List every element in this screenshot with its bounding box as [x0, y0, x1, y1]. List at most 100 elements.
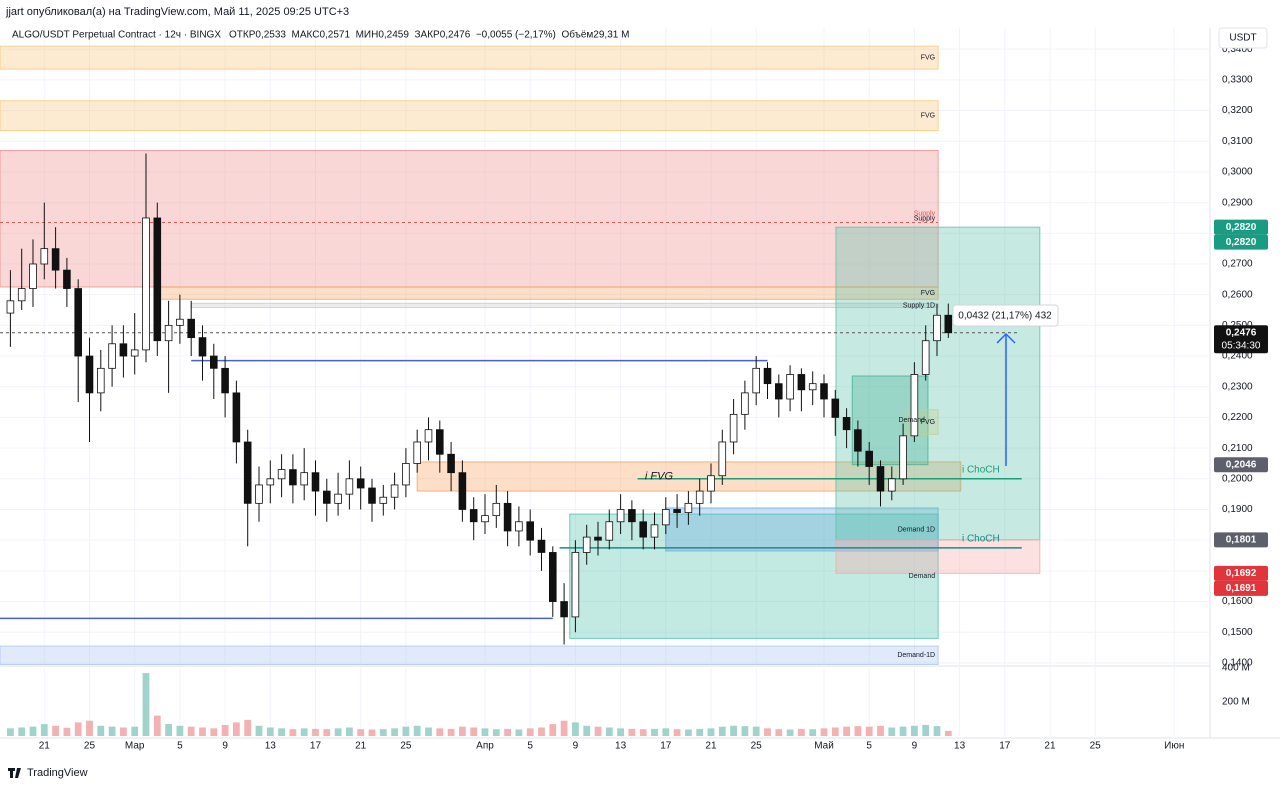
zone: [0, 149, 939, 288]
currency[interactable]: USDT: [1229, 33, 1256, 44]
candle-body: [820, 383, 828, 400]
volume-bar: [594, 726, 602, 736]
y-tick-label: 0,1400: [1222, 658, 1253, 669]
x-tick-label: Июн: [1164, 741, 1184, 752]
candle-body: [549, 552, 557, 602]
volume-bar: [255, 725, 263, 736]
candle-body: [424, 429, 433, 443]
zone-label: Demand 1D: [898, 526, 935, 533]
zone-label: FVG: [921, 290, 935, 297]
candle-body: [108, 343, 116, 369]
currency-box[interactable]: [1218, 27, 1268, 49]
volume: [7, 673, 952, 736]
candle-body: [944, 314, 953, 334]
x-tick-label: 13: [615, 741, 627, 752]
volume-bar: [583, 725, 591, 736]
volume-bar: [911, 725, 918, 736]
volume-bar: [334, 728, 342, 736]
volume-bar: [40, 724, 48, 736]
candle-body: [390, 484, 399, 498]
volume-bar: [312, 728, 319, 736]
volume-bar: [899, 726, 907, 736]
candle-body: [356, 478, 365, 489]
volume-bar: [165, 724, 172, 736]
x-tick-label: 9: [573, 741, 579, 752]
volume-bar: [741, 726, 749, 736]
candle-body: [537, 539, 546, 553]
volume-bar: [730, 725, 737, 736]
candle-body: [775, 383, 783, 400]
volume-bar: [820, 728, 828, 736]
candle-body: [97, 367, 105, 394]
price-label: 0,1801: [1226, 535, 1257, 546]
x-tick-label: Апр: [476, 741, 494, 752]
volume-bar: [379, 729, 387, 736]
x-tick-label: 5: [177, 741, 183, 752]
volume-bar: [300, 728, 308, 736]
volume-bar: [662, 728, 670, 736]
candle-body: [910, 374, 919, 437]
volume-bar: [504, 728, 511, 736]
candle-body: [707, 475, 715, 492]
price-label-sub: 05:34:30: [1222, 340, 1261, 351]
symbol-title: ALGO/USDT Perpetual Contract · 12ч · BIN…: [12, 30, 221, 41]
volume-bar: [18, 727, 26, 736]
candle-body: [786, 374, 794, 400]
candle-body: [379, 496, 388, 504]
candle-body: [854, 429, 862, 452]
volume-bar: [526, 728, 534, 736]
candle-body: [842, 417, 851, 431]
volume-bar: [97, 725, 105, 736]
brand: TradingView: [27, 767, 88, 779]
x-tick-label: 25: [1090, 741, 1102, 752]
candle-body: [492, 502, 501, 517]
zone-label: Demand-1D: [897, 652, 935, 659]
level-label: i ChoCH: [962, 533, 1000, 544]
candle-body: [311, 472, 320, 492]
y-tick-label: 0,1600: [1222, 596, 1253, 607]
volume-bar: [221, 724, 229, 736]
volume-bar: [865, 726, 873, 736]
y-tick-label: 0,2100: [1222, 443, 1253, 454]
volume-bar: [628, 728, 636, 736]
candle-body: [628, 509, 636, 523]
volume-bar: [798, 728, 805, 736]
candle-body: [447, 453, 455, 474]
volume-bar: [357, 729, 365, 736]
volume-bar: [673, 729, 681, 736]
volume-bar: [764, 728, 771, 736]
candle-body: [413, 441, 421, 464]
volume-bar: [538, 727, 545, 736]
volume-bar: [244, 719, 252, 736]
candle-body: [673, 509, 681, 513]
volume-tick-label: 400 M: [1222, 663, 1250, 674]
volume-bar: [605, 727, 613, 736]
volume-bar: [639, 729, 647, 736]
volume-bar: [718, 726, 726, 736]
volume-bar: [199, 727, 206, 736]
x-tick-label: Мар: [125, 741, 145, 752]
position-info-box: [952, 304, 1059, 327]
volume-bar: [289, 729, 297, 736]
candle-body: [130, 349, 139, 357]
volume-bar: [775, 729, 783, 736]
volume-bar: [210, 728, 218, 736]
candle-body: [153, 217, 162, 342]
candle-body: [17, 288, 26, 302]
candle-body: [616, 509, 625, 523]
y-tick-label: 0,2400: [1222, 351, 1253, 362]
volume-bar: [402, 726, 410, 736]
volume-bar: [696, 728, 704, 736]
y-tick-label: 0,2000: [1222, 473, 1253, 484]
y-tick-label: 0,3000: [1222, 167, 1253, 178]
volume-bar: [346, 727, 353, 736]
x-tick-label: 21: [1044, 741, 1056, 752]
labels: FVG FVG Supply FVG Supply 1D Demand Demand-1D i…: [645, 54, 1268, 659]
volume-bar: [515, 729, 523, 736]
x-tick-label: 21: [705, 741, 717, 752]
volume-bar: [120, 727, 127, 736]
position-info-text: 0,0432 (21,17%) 432: [958, 311, 1052, 322]
volume-bar: [888, 727, 896, 736]
candle-body: [741, 392, 749, 415]
